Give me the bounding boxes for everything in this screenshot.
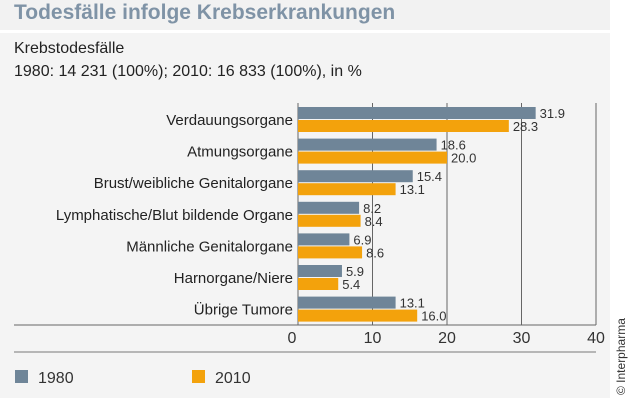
category-label: Atmungsorgane	[187, 144, 293, 161]
data-label-2010: 28.3	[513, 119, 538, 134]
bar-2010	[298, 151, 447, 164]
legend-label-1980: 1980	[38, 370, 74, 387]
bar-1980	[298, 296, 396, 309]
title-bar: Todesfälle infolge Krebserkrankungen	[0, 0, 610, 30]
data-label-2010: 20.0	[451, 151, 476, 166]
bar-1980	[298, 201, 360, 214]
x-tick-label: 10	[364, 330, 382, 347]
data-label-2010: 5.4	[342, 277, 360, 292]
data-label-1980: 18.6	[441, 138, 466, 153]
bar-2010	[298, 183, 396, 196]
bar-1980	[298, 138, 437, 151]
data-label-2010: 13.1	[400, 182, 425, 197]
legend-label-2010: 2010	[215, 370, 251, 387]
bar-2010	[298, 278, 339, 290]
bar-1980	[298, 107, 536, 119]
x-tick-label: 40	[587, 330, 605, 347]
category-label: Verdauungsorgane	[166, 112, 293, 129]
bar-2010	[298, 120, 509, 132]
category-label: Brust/weibliche Genitalorgane	[94, 175, 293, 192]
data-label-2010: 8.4	[365, 214, 383, 229]
data-label-1980: 6.9	[353, 232, 371, 247]
copyright: © Interpharma	[614, 318, 628, 395]
data-label-1980: 15.4	[417, 169, 442, 184]
bar-2010	[298, 246, 363, 259]
bar-1980	[298, 265, 342, 277]
subtitle-line2: 1980: 14 231 (100%); 2010: 16 833 (100%)…	[14, 63, 362, 80]
data-label-1980: 31.9	[540, 106, 565, 121]
chart-title: Todesfälle infolge Krebserkrankungen	[14, 1, 396, 24]
legend-swatch-1980	[15, 370, 28, 383]
data-label-1980: 13.1	[400, 296, 425, 311]
bar-2010	[298, 214, 361, 227]
category-label: Männliche Genitalorgane	[126, 238, 293, 255]
x-tick-label: 0	[288, 330, 297, 347]
category-label: Übrige Tumore	[194, 301, 293, 319]
data-label-1980: 5.9	[346, 264, 364, 279]
bar-2010	[298, 309, 418, 322]
data-label-1980: 8.2	[363, 201, 381, 216]
category-label: Harnorgane/Niere	[174, 270, 293, 287]
bar-1980	[298, 170, 413, 183]
data-label-2010: 8.6	[366, 245, 384, 260]
bar-1980	[298, 233, 350, 246]
x-tick-label: 20	[438, 330, 456, 347]
x-tick-label: 30	[513, 330, 531, 347]
legend-swatch-2010	[192, 370, 205, 383]
data-label-2010: 16.0	[421, 309, 446, 324]
category-label: Lymphatische/Blut bildende Organe	[56, 207, 293, 224]
subtitle-line1: Krebstodesfälle	[14, 40, 125, 57]
